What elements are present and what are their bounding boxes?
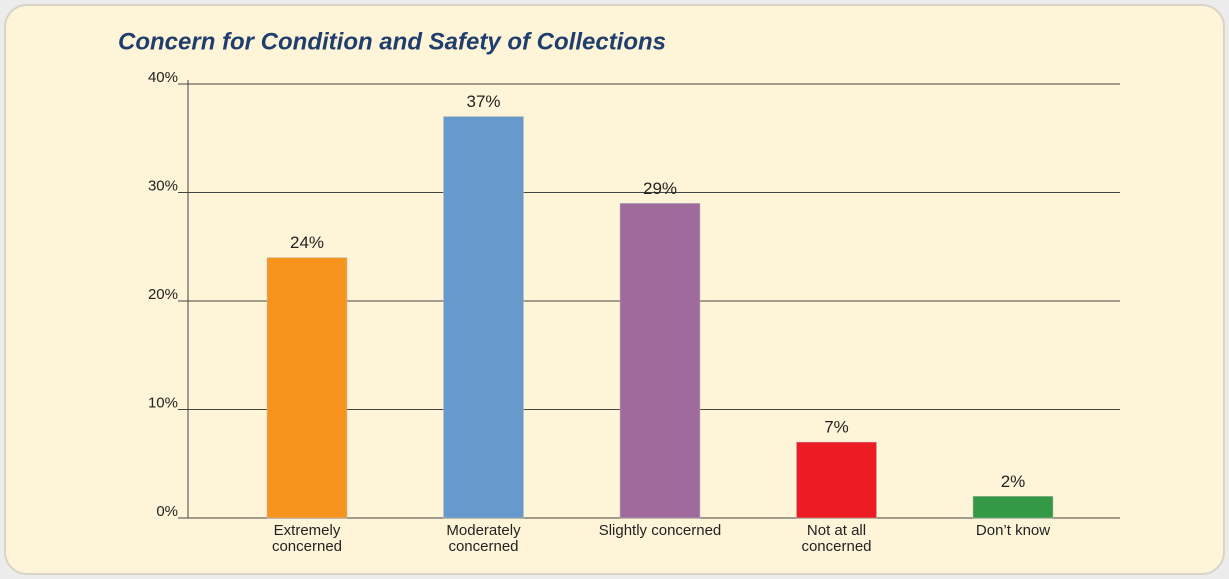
y-tick-label: 40% xyxy=(148,69,178,86)
x-tick-label: Not at all concerned xyxy=(801,522,872,555)
bar xyxy=(796,441,877,519)
bar xyxy=(619,203,701,519)
chart-title: Concern for Condition and Safety of Coll… xyxy=(118,28,666,55)
x-tick-label: Extremely concerned xyxy=(271,522,343,555)
y-tick-label: 10% xyxy=(148,394,178,411)
bar xyxy=(443,116,524,519)
data-label: 2% xyxy=(1001,472,1026,491)
bar xyxy=(266,257,348,519)
x-tick-label: Don’t know xyxy=(975,522,1051,539)
data-label: 24% xyxy=(290,233,324,252)
x-tick-label: Slightly concerned xyxy=(598,522,722,539)
bar xyxy=(972,496,1054,519)
data-label: 7% xyxy=(824,418,849,437)
data-label: 29% xyxy=(643,179,677,198)
y-tick-label: 20% xyxy=(148,286,178,303)
y-tick-label: 30% xyxy=(148,177,178,194)
y-tick-label: 0% xyxy=(156,503,178,520)
x-tick-label: Moderately concerned xyxy=(446,522,521,555)
data-label: 37% xyxy=(466,92,500,111)
